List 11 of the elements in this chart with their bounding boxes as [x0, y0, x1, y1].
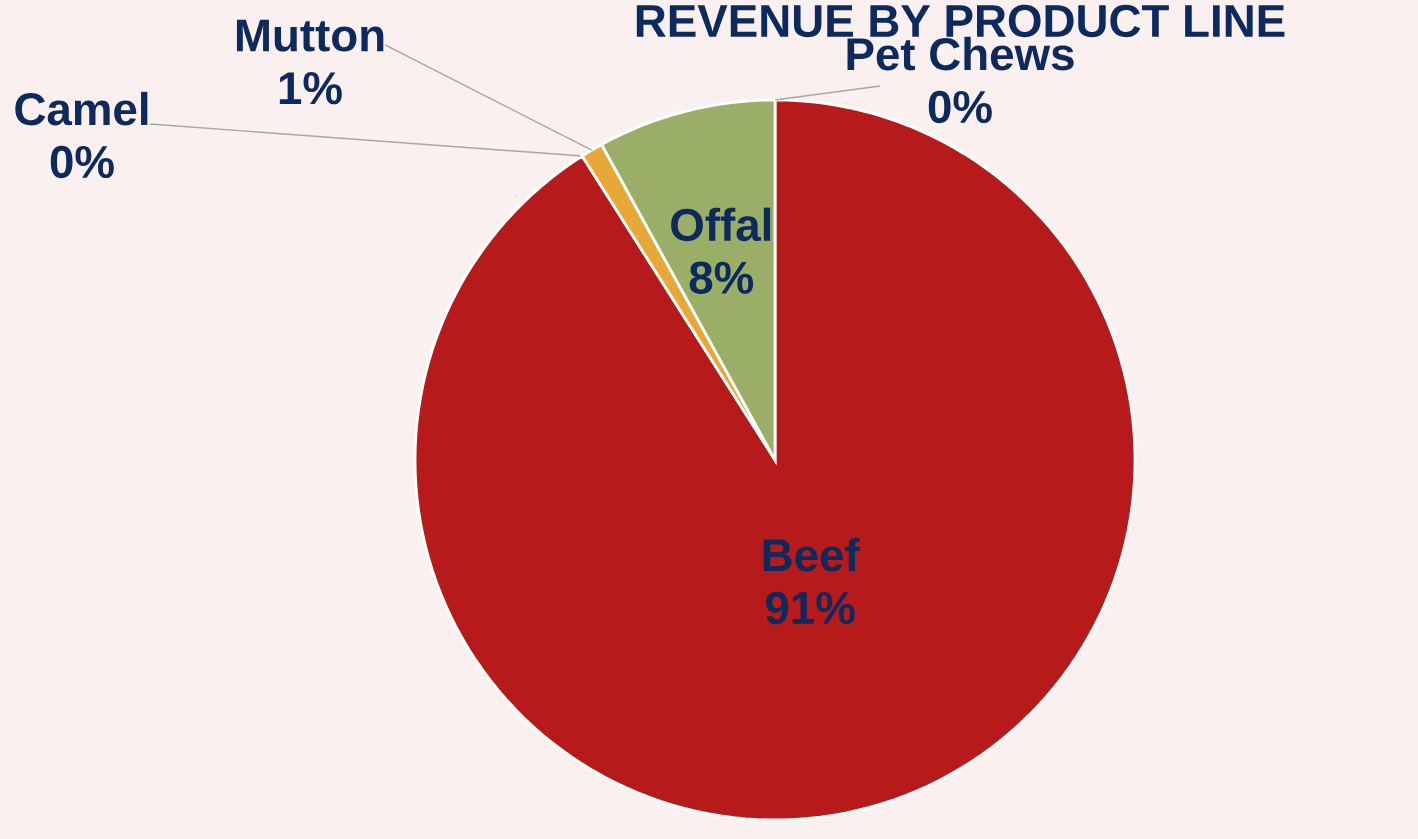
slice-label: Offal — [671, 207, 771, 242]
text: 0% — [50, 145, 114, 179]
category-label: Camel — [15, 91, 148, 126]
data-label: 91% — [766, 591, 855, 625]
category-label: Pet Chews — [847, 36, 1074, 71]
data-label: 1% — [279, 72, 342, 105]
text: 0% — [928, 90, 992, 124]
slice-label: Mutton — [236, 19, 384, 52]
slice-label: Beef — [763, 537, 860, 572]
data-label: 8% — [689, 261, 754, 294]
chart-title: REVENUE BY PRODUCT LINE — [636, 4, 1285, 38]
